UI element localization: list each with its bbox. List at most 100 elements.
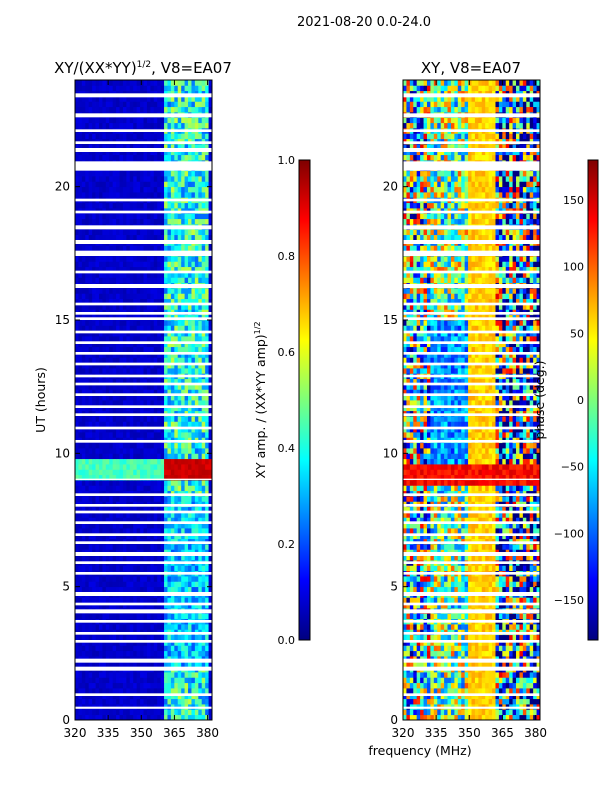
amplitude-heat-cell: [85, 698, 90, 705]
amplitude-heat-cell: [92, 80, 96, 86]
amplitude-heat-cell: [181, 176, 185, 182]
amplitude-heat-cell: [174, 192, 179, 198]
flagged-gap-band: [75, 129, 212, 132]
amplitude-heat-cell: [150, 581, 155, 588]
amplitude-heat-cell: [205, 693, 209, 700]
amplitude-heat-cell: [188, 176, 192, 182]
amplitude-heat-cell: [170, 565, 175, 572]
amplitude-heat-cell: [191, 218, 196, 225]
amplitude-heat-cell: [98, 261, 103, 268]
amplitude-heat-cell: [201, 496, 206, 502]
amplitude-heat-cell: [157, 245, 162, 252]
amplitude-heat-cell: [81, 229, 86, 236]
amplitude-heat-cell: [194, 506, 199, 513]
amplitude-heat-cell: [174, 336, 179, 342]
amplitude-heat-cell: [92, 554, 96, 561]
amplitude-heat-cell: [194, 677, 199, 684]
amplitude-heat-cell: [157, 96, 162, 102]
amplitude-heat-cell: [164, 304, 168, 310]
amplitude-heat-cell: [146, 144, 151, 150]
amplitude-heat-cell: [191, 154, 196, 161]
amplitude-heat-cell: [198, 293, 203, 300]
amplitude-heat-cell: [174, 480, 179, 486]
amplitude-heat-cell: [205, 352, 209, 358]
amplitude-heat-cell: [170, 693, 175, 700]
amplitude-heat-cell: [119, 352, 124, 358]
amplitude-heat-cell: [208, 426, 212, 433]
amplitude-heat-cell: [157, 368, 162, 374]
amplitude-heat-cell: [181, 405, 185, 412]
amplitude-heat-cell: [116, 613, 120, 620]
amplitude-heat-cell: [208, 368, 212, 374]
amplitude-heat-cell: [109, 346, 114, 353]
amplitude-heat-cell: [140, 202, 144, 209]
amplitude-heat-cell: [153, 698, 158, 705]
amplitude-heat-cell: [201, 485, 206, 492]
amplitude-heat-cell: [122, 453, 127, 460]
flagged-gap-band: [75, 198, 212, 202]
amplitude-heat-cell: [140, 352, 144, 358]
amplitude-heat-cell: [102, 96, 107, 102]
amplitude-heat-cell: [88, 522, 93, 529]
amplitude-heat-cell: [205, 117, 209, 124]
amplitude-heat-cell: [105, 672, 110, 678]
amplitude-heat-cell: [143, 245, 148, 252]
amplitude-heat-cell: [112, 293, 117, 300]
amplitude-heat-cell: [126, 176, 131, 182]
amplitude-heat-cell: [201, 336, 206, 342]
amplitude-heat-cell: [157, 176, 162, 182]
amplitude-heat-cell: [129, 624, 134, 630]
amplitude-heat-cell: [191, 272, 196, 278]
amplitude-heat-cell: [109, 453, 114, 460]
amplitude-heat-cell: [170, 336, 175, 342]
amplitude-heat-cell: [109, 474, 114, 481]
amplitude-heat-cell: [105, 506, 110, 513]
amplitude-heat-cell: [191, 416, 196, 422]
amplitude-heat-cell: [119, 554, 124, 561]
amplitude-heat-cell: [150, 602, 155, 609]
amplitude-heat-cell: [95, 357, 100, 364]
amplitude-heat-cell: [146, 597, 151, 604]
amplitude-heat-cell: [150, 384, 155, 390]
amplitude-heat-cell: [194, 101, 199, 108]
amplitude-heat-cell: [95, 512, 100, 518]
amplitude-heat-cell: [105, 426, 110, 433]
amplitude-heat-cell: [119, 245, 124, 252]
amplitude-heat-cell: [126, 432, 131, 438]
amplitude-heat-cell: [78, 234, 83, 241]
amplitude-heat-cell: [191, 650, 196, 657]
amplitude-heat-cell: [208, 576, 212, 582]
amplitude-heat-cell: [112, 400, 117, 406]
amplitude-heat-cell: [116, 176, 120, 182]
amplitude-heat-cell: [174, 304, 179, 310]
amplitude-heat-cell: [208, 645, 212, 652]
amplitude-heat-cell: [157, 693, 162, 700]
amplitude-heat-cell: [105, 133, 110, 140]
amplitude-heat-cell: [119, 474, 124, 481]
amplitude-heat-cell: [109, 405, 114, 412]
amplitude-heat-cell: [126, 602, 131, 609]
phase-heat-cell: [430, 714, 435, 720]
amplitude-heat-cell: [112, 277, 117, 284]
amplitude-heat-cell: [88, 496, 93, 502]
amplitude-heat-cell: [170, 421, 175, 428]
amplitude-heat-cell: [122, 234, 127, 241]
amplitude-heat-cell: [75, 256, 79, 262]
amplitude-heat-cell: [88, 192, 93, 198]
amplitude-heat-cell: [85, 298, 90, 305]
amplitude-heat-cell: [191, 266, 196, 273]
amplitude-heat-cell: [95, 85, 100, 92]
amplitude-heat-cell: [170, 266, 175, 273]
amplitude-heat-cell: [164, 469, 168, 476]
amplitude-heat-cell: [102, 256, 107, 262]
amplitude-heat-cell: [116, 714, 120, 720]
amplitude-heat-cell: [112, 346, 117, 353]
amplitude-heat-cell: [129, 597, 134, 604]
amplitude-heat-cell: [143, 432, 148, 438]
amplitude-heat-cell: [81, 133, 86, 140]
amplitude-heat-cell: [174, 106, 179, 113]
y-tick-label: 15: [55, 313, 70, 327]
amplitude-heat-cell: [129, 101, 134, 108]
amplitude-heat-cell: [177, 80, 182, 86]
